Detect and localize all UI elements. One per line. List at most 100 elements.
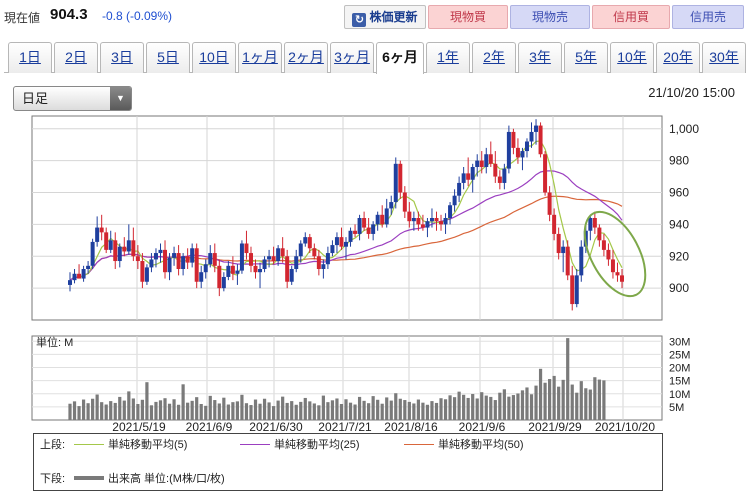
legend-upper-label: 上段:	[40, 439, 66, 451]
tab-period-8[interactable]: 6ヶ月	[376, 42, 424, 74]
volume-bar	[452, 397, 457, 420]
candle-body	[239, 243, 244, 271]
volume-bar	[348, 402, 353, 420]
volume-bar	[95, 394, 99, 420]
volume-bar	[321, 395, 325, 420]
volume-bar	[299, 401, 303, 420]
candle-body	[502, 168, 507, 183]
volume-tick-label: 25M	[669, 349, 690, 361]
candle-body	[475, 160, 480, 167]
candle-body	[461, 173, 466, 183]
volume-bar	[398, 398, 402, 420]
candle-body	[99, 227, 104, 233]
tab-period-5[interactable]: 1ヶ月	[238, 42, 282, 73]
volume-bar	[584, 388, 588, 420]
volume-bar	[602, 380, 606, 420]
volume-bar	[502, 389, 506, 420]
candle-body	[86, 265, 91, 269]
volume-bar	[267, 402, 271, 420]
tab-period-13[interactable]: 10年	[610, 42, 654, 73]
candle-body	[339, 237, 344, 247]
tab-period-4[interactable]: 10日	[192, 42, 236, 73]
period-tabs: 1日 2日 3日 5日 10日 1ヶ月 2ヶ月 3ヶ月 6ヶ月 1年 2年 3年 5年 10年 20年 30年	[4, 40, 746, 74]
volume-bar	[86, 403, 90, 420]
candle-body	[534, 125, 539, 132]
x-tick-label: 2021/5/19	[112, 420, 166, 434]
legend-volume-swatch	[74, 476, 104, 480]
volume-bar	[217, 403, 221, 420]
candle-body	[181, 256, 186, 269]
candle-body	[466, 173, 471, 180]
volume-bar	[68, 403, 72, 420]
volume-bar	[570, 384, 574, 420]
candle-body	[271, 256, 276, 262]
candle-body	[393, 163, 398, 203]
tab-period-10[interactable]: 2年	[472, 42, 516, 73]
volume-bar	[131, 398, 135, 420]
candle-body	[448, 205, 453, 218]
tab-period-15[interactable]: 30年	[702, 42, 746, 73]
tab-period-11[interactable]: 3年	[518, 42, 562, 73]
tab-period-3[interactable]: 5日	[146, 42, 190, 73]
tab-period-7[interactable]: 3ヶ月	[330, 42, 374, 73]
candle-body	[493, 163, 498, 177]
candle-body	[307, 237, 312, 249]
cash-buy-button[interactable]: 現物買	[428, 5, 508, 29]
candle-body	[321, 264, 326, 269]
tab-period-0[interactable]: 1日	[8, 42, 52, 73]
candle-body	[588, 218, 593, 231]
candle-body	[488, 154, 493, 164]
tab-period-6[interactable]: 2ヶ月	[284, 42, 328, 73]
candle-body	[72, 273, 77, 281]
volume-bar	[104, 404, 108, 420]
candle-body	[190, 248, 195, 263]
candle-body	[620, 275, 624, 282]
volume-bar	[394, 393, 398, 420]
period-select[interactable]: 日足 ▼	[13, 86, 132, 111]
tab-label: 20年	[663, 49, 693, 65]
tab-period-9[interactable]: 1年	[426, 42, 470, 73]
refresh-price-button[interactable]: ↻ 株価更新	[344, 5, 426, 29]
tab-period-1[interactable]: 2日	[54, 42, 98, 73]
volume-bar	[552, 375, 556, 420]
candle-body	[511, 131, 516, 148]
volume-bar	[158, 400, 163, 420]
tab-period-14[interactable]: 20年	[656, 42, 700, 73]
candle-body	[316, 256, 321, 269]
margin-buy-button[interactable]: 信用買	[592, 5, 670, 29]
volume-bar	[190, 400, 194, 420]
candle-body	[108, 240, 113, 250]
tab-period-2[interactable]: 3日	[100, 42, 144, 73]
volume-bar	[371, 396, 375, 420]
candle-body	[416, 218, 421, 225]
volume-unit-label: 単位: M	[36, 335, 73, 349]
margin-sell-button[interactable]: 信用売	[672, 5, 744, 29]
volume-bar	[575, 392, 579, 420]
tab-period-12[interactable]: 5年	[564, 42, 608, 73]
tab-label: 6ヶ月	[382, 49, 418, 65]
cash-sell-button[interactable]: 現物売	[510, 5, 590, 29]
volume-bar	[308, 401, 312, 420]
volume-bar	[344, 399, 348, 420]
candle-body	[520, 151, 525, 158]
volume-bar	[204, 405, 208, 420]
candle-body	[344, 241, 348, 247]
price-tick-label: 980	[669, 154, 689, 168]
legend-ma50-label: 単純移動平均(50)	[438, 439, 524, 451]
tab-label: 2ヶ月	[288, 49, 324, 65]
candle-body	[235, 270, 240, 274]
candle-body	[244, 243, 249, 254]
volume-bar	[167, 403, 172, 420]
candle-body	[194, 248, 199, 282]
volume-bar	[113, 402, 117, 420]
volume-bar	[285, 402, 289, 420]
volume-bar	[109, 401, 113, 420]
candle-body	[592, 218, 597, 228]
volume-bar	[258, 403, 262, 420]
volume-bar	[181, 384, 185, 420]
legend-ma5-swatch	[74, 444, 104, 445]
legend-ma50: 単純移動平均(50)	[404, 438, 524, 452]
candle-body	[452, 195, 457, 206]
x-tick-label: 2021/9/6	[459, 420, 506, 434]
volume-bar	[557, 386, 561, 420]
